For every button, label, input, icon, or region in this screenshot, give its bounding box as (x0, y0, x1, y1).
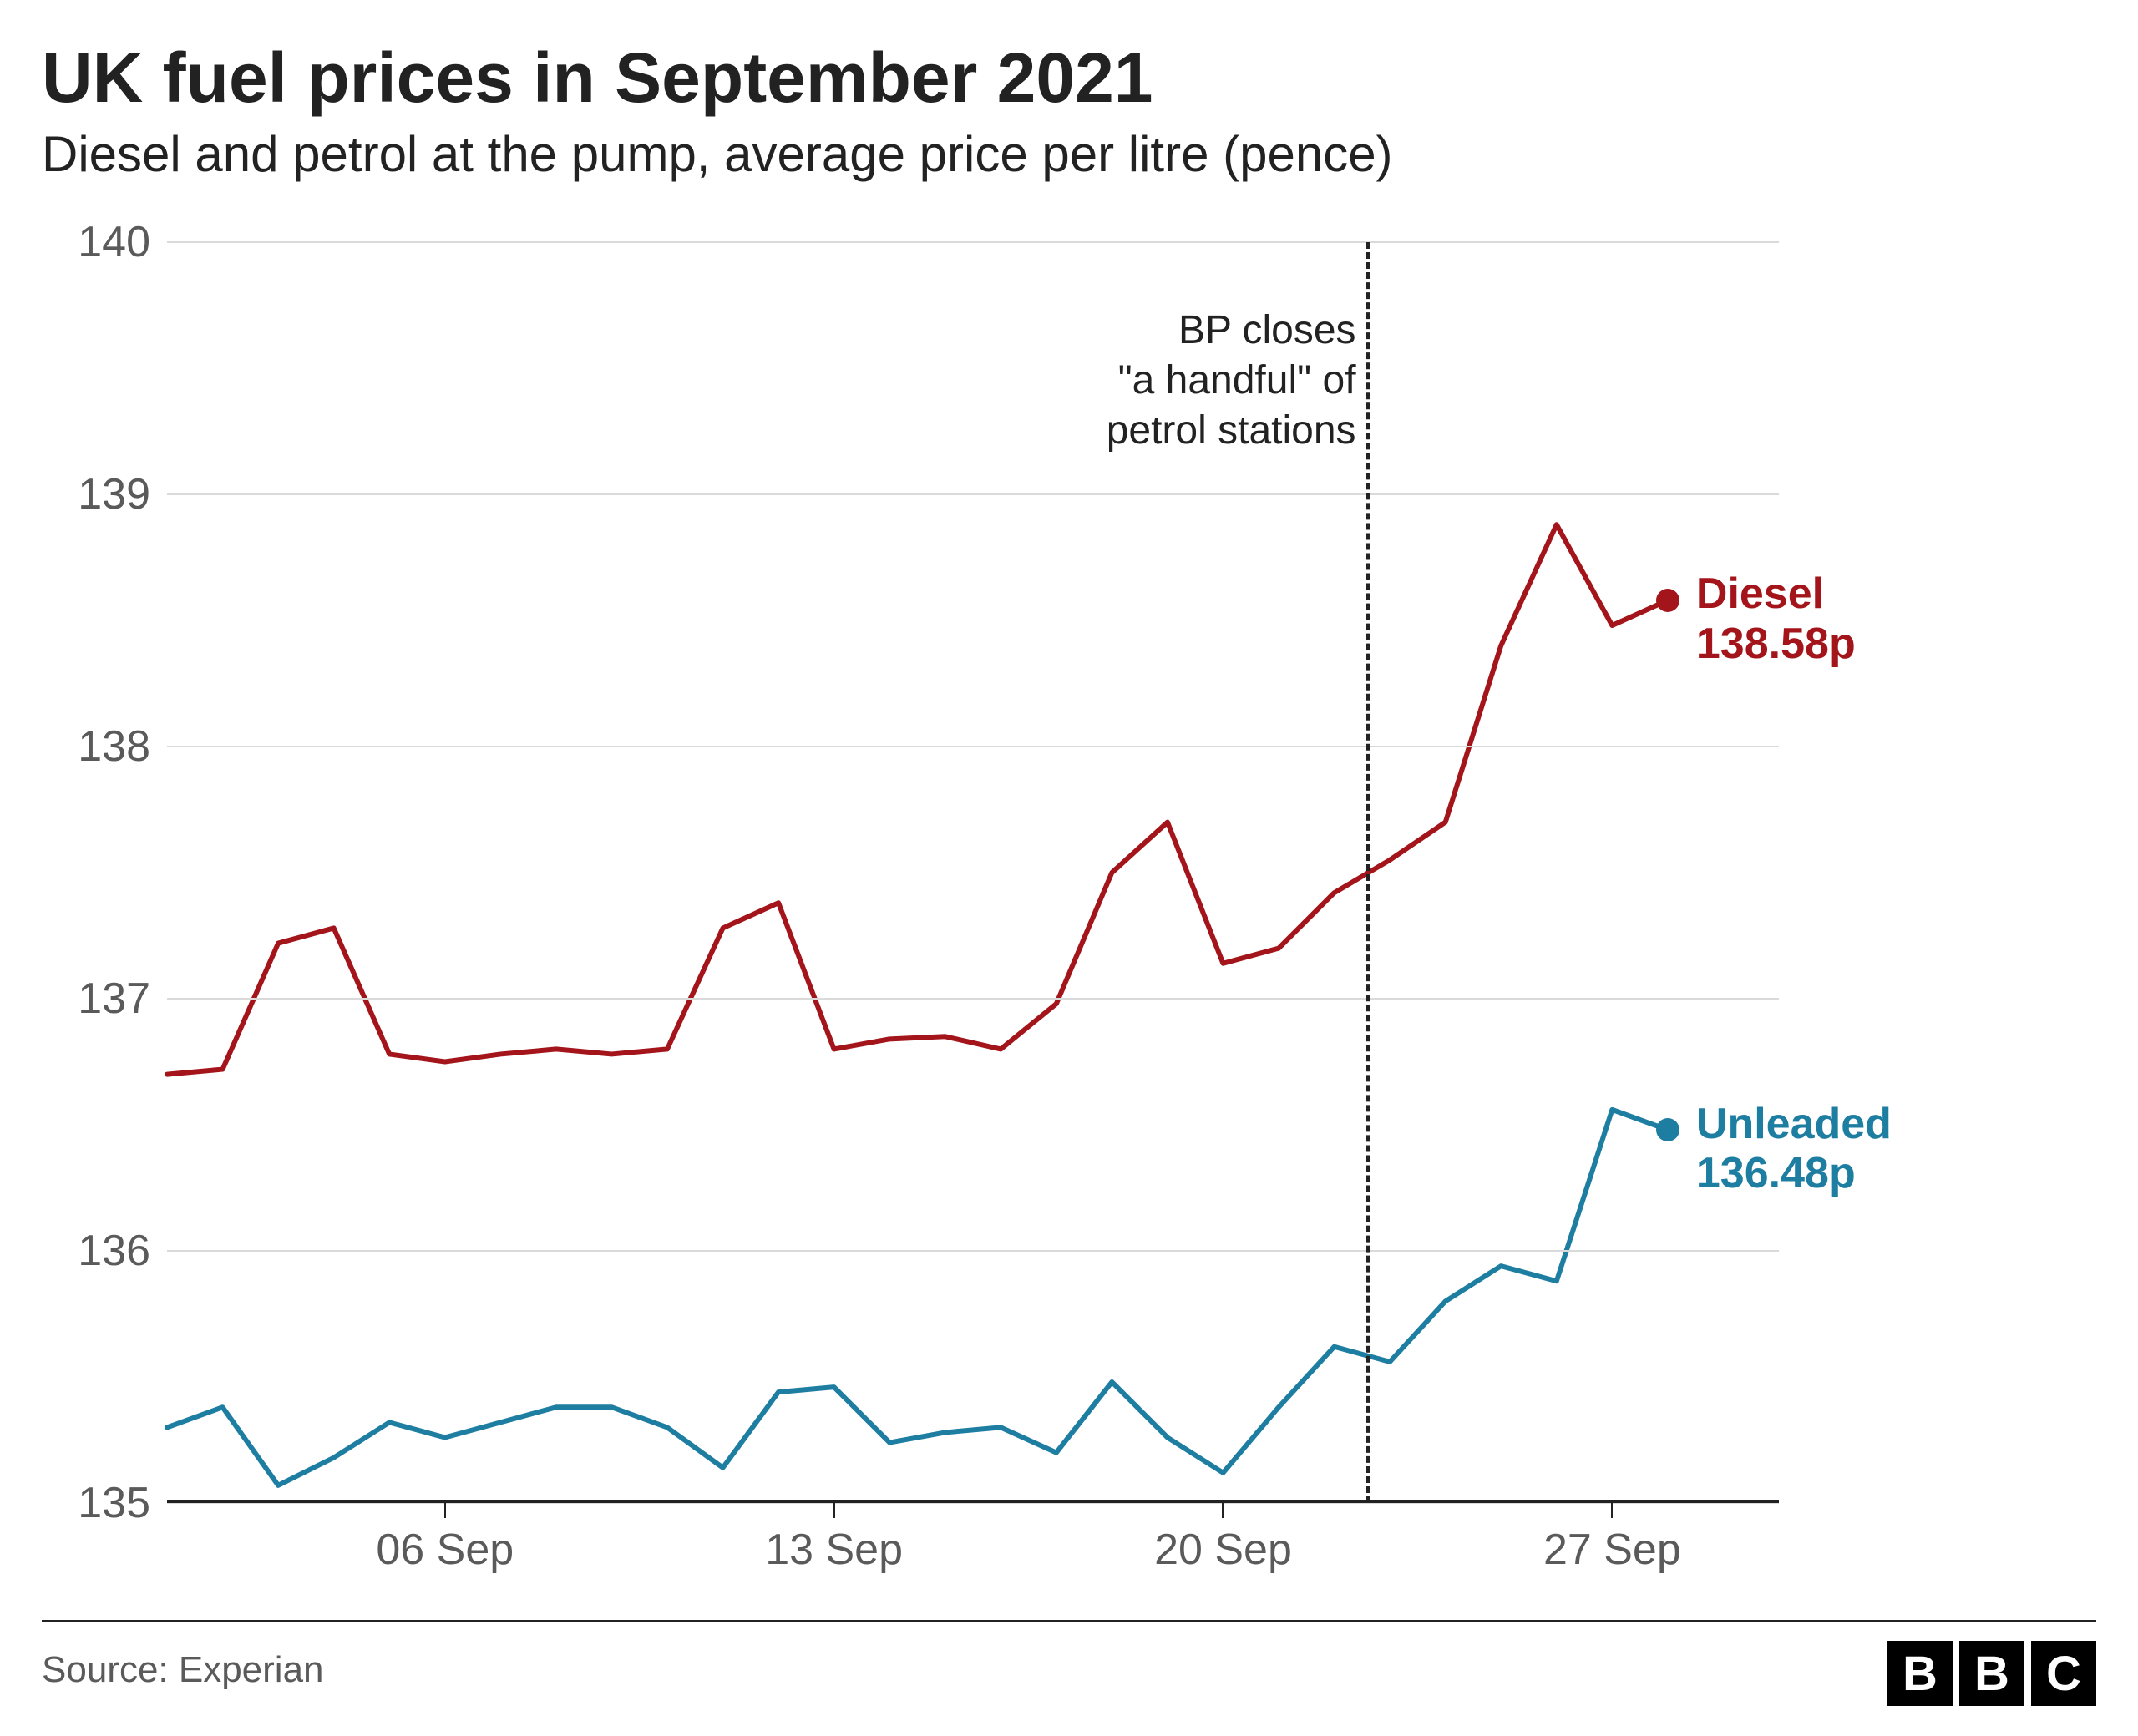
gridline (167, 746, 1779, 747)
series-end-label-value: 138.58p (1696, 620, 1856, 670)
annotation-line: "a handful" of (1107, 356, 1356, 406)
y-tick-label: 139 (78, 469, 167, 519)
y-tick-label: 138 (78, 721, 167, 772)
y-tick-label: 135 (78, 1478, 167, 1528)
footer-rule (42, 1620, 2096, 1622)
y-tick-label: 137 (78, 974, 167, 1024)
annotation-line: BP closes (1107, 306, 1356, 356)
series-end-label-name: Diesel (1696, 569, 1856, 620)
gridline (167, 1250, 1779, 1252)
bbc-logo-block: C (2031, 1641, 2096, 1706)
series-line-unleaded (167, 1110, 1668, 1485)
series-line-diesel (167, 524, 1668, 1074)
chart-title: UK fuel prices in September 2021 (42, 38, 1153, 119)
series-end-label-diesel: Diesel138.58p (1696, 569, 1856, 670)
bbc-logo-block: B (1959, 1641, 2024, 1706)
series-end-label-unleaded: Unleaded136.48p (1696, 1100, 1892, 1200)
event-annotation: BP closes"a handful" ofpetrol stations (1107, 306, 1356, 456)
line-layer (167, 242, 1779, 1503)
x-tick-label: 20 Sep (1154, 1503, 1292, 1575)
gridline (167, 241, 1779, 243)
plot-area: 13513613713813914006 Sep13 Sep20 Sep27 S… (167, 242, 1779, 1503)
bbc-logo: BBC (1887, 1641, 2096, 1706)
series-end-dot-unleaded (1656, 1118, 1679, 1141)
annotation-line: petrol stations (1107, 406, 1356, 456)
source-label: Source: Experian (42, 1649, 324, 1691)
y-tick-label: 136 (78, 1226, 167, 1276)
series-end-label-name: Unleaded (1696, 1100, 1892, 1150)
x-tick-label: 13 Sep (765, 1503, 903, 1575)
x-tick-label: 27 Sep (1543, 1503, 1681, 1575)
series-end-dot-diesel (1656, 589, 1679, 612)
series-end-label-value: 136.48p (1696, 1149, 1892, 1199)
gridline (167, 493, 1779, 495)
chart-container: UK fuel prices in September 2021 Diesel … (0, 0, 2138, 1736)
x-tick-label: 06 Sep (376, 1503, 514, 1575)
gridline (167, 998, 1779, 1000)
y-tick-label: 140 (78, 217, 167, 267)
event-vline (1366, 242, 1370, 1503)
bbc-logo-block: B (1887, 1641, 1953, 1706)
chart-subtitle: Diesel and petrol at the pump, average p… (42, 125, 1393, 183)
